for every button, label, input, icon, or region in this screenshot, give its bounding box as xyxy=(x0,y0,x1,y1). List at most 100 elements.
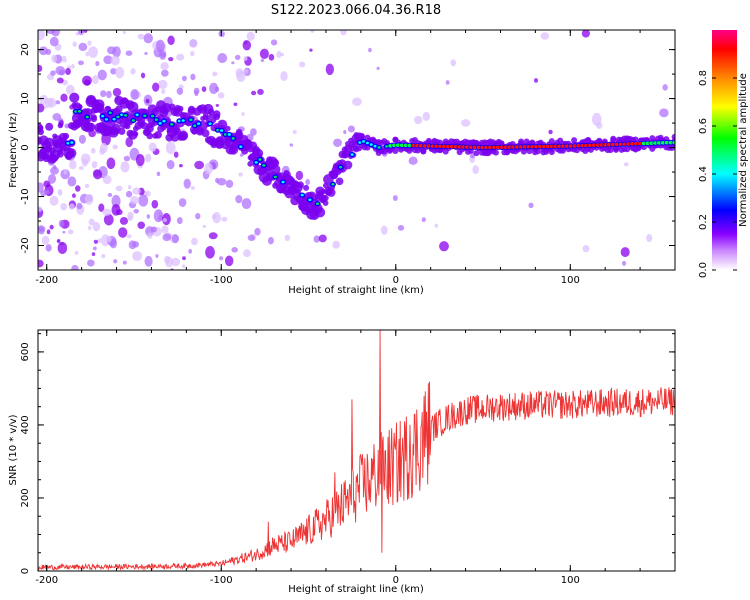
noise-blob xyxy=(251,90,257,96)
noise-blob xyxy=(144,153,152,163)
noise-blob xyxy=(472,165,479,175)
noise-blob xyxy=(161,69,169,77)
noise-blob xyxy=(659,108,669,118)
noise-blob xyxy=(45,48,52,56)
ridge-core-inner xyxy=(672,140,675,145)
noise-blob xyxy=(151,199,159,209)
noise-blob xyxy=(533,78,539,83)
ridge-core-inner xyxy=(108,111,112,115)
noise-blob xyxy=(215,177,220,184)
noise-blob xyxy=(67,229,74,235)
noise-blob xyxy=(87,40,92,46)
noise-blob xyxy=(244,69,249,74)
snr-panel: -200 -100 0 100 0 200 400 600 Height of straigh… xyxy=(8,329,676,595)
noise-blob xyxy=(211,214,217,220)
noise-blob xyxy=(305,178,310,186)
noise-blob xyxy=(148,142,157,152)
noise-blob xyxy=(46,229,51,235)
snr-line xyxy=(38,330,675,571)
noise-blob xyxy=(368,47,372,53)
ridge-halo xyxy=(326,188,336,197)
noise-blob xyxy=(83,79,91,86)
noise-blob xyxy=(93,169,103,180)
noise-blob xyxy=(130,88,139,100)
noise-blob xyxy=(397,224,405,231)
noise-blob xyxy=(548,129,553,135)
noise-blob xyxy=(190,73,196,81)
noise-blob xyxy=(376,66,380,70)
ridge-halo xyxy=(212,110,221,118)
noise-blob xyxy=(176,53,185,61)
noise-blob xyxy=(161,88,166,94)
noise-blob xyxy=(460,119,471,127)
ridge-core-inner xyxy=(100,114,105,118)
noise-blob xyxy=(280,53,285,57)
noise-blob xyxy=(270,39,278,46)
noise-blob xyxy=(299,61,306,68)
ridge-halo xyxy=(86,122,96,132)
ridge-core-inner xyxy=(196,122,201,125)
noise-blob xyxy=(224,255,234,267)
noise-blob xyxy=(68,203,75,210)
noise-blob xyxy=(165,256,174,268)
ridge-halo xyxy=(358,133,365,140)
noise-blob xyxy=(309,48,313,52)
noise-blob xyxy=(106,90,112,99)
noise-blob xyxy=(106,157,116,170)
noise-blob xyxy=(62,55,67,59)
noise-blob xyxy=(48,173,57,184)
noise-blob xyxy=(254,227,261,236)
ridge-halo xyxy=(322,200,329,206)
noise-blob xyxy=(127,184,132,190)
snr-xtick-label: -100 xyxy=(210,575,233,586)
noise-blob xyxy=(61,58,67,63)
noise-blob xyxy=(165,141,176,155)
ridge-halo xyxy=(201,129,210,138)
ridge-core-inner xyxy=(308,198,312,202)
noise-blob xyxy=(144,52,148,55)
ridge-halo xyxy=(270,164,281,175)
noise-blob xyxy=(93,239,99,244)
noise-blob xyxy=(60,203,68,211)
ridge-halo xyxy=(607,147,614,154)
noise-blob xyxy=(231,247,238,253)
noise-blob xyxy=(57,241,68,255)
colorbar-gradient xyxy=(712,30,737,270)
noise-blob xyxy=(168,57,174,62)
ridge-halo xyxy=(57,122,64,129)
ridge-halo xyxy=(295,188,301,194)
noise-blob xyxy=(236,70,246,82)
noise-blob xyxy=(257,88,264,96)
noise-blob xyxy=(178,198,187,207)
noise-blob xyxy=(162,233,172,242)
noise-blob xyxy=(188,248,193,254)
noise-blob xyxy=(90,147,96,154)
noise-blob xyxy=(38,103,45,113)
ridge-core-inner xyxy=(377,146,381,149)
snr-marks xyxy=(38,330,675,571)
noise-blob xyxy=(325,63,334,76)
noise-blob xyxy=(146,214,150,219)
noise-blob xyxy=(528,202,534,209)
ridge-halo xyxy=(146,132,154,140)
noise-blob xyxy=(292,129,297,134)
noise-blob xyxy=(219,256,224,261)
noise-blob xyxy=(259,48,269,59)
ridge-halo xyxy=(86,94,96,105)
noise-blob xyxy=(92,221,101,232)
noise-blob xyxy=(162,218,167,223)
noise-blob xyxy=(107,193,113,197)
noise-blob xyxy=(205,245,215,259)
noise-blob xyxy=(157,79,168,90)
ridge-core-inner xyxy=(315,202,320,205)
noise-blob xyxy=(189,39,198,48)
noise-blob xyxy=(74,185,81,192)
ridge-halo xyxy=(207,108,215,116)
noise-blob xyxy=(179,164,183,168)
noise-blob xyxy=(422,111,431,122)
colorbar-tick-label: 0.4 xyxy=(698,166,709,182)
noise-blob xyxy=(171,234,179,243)
noise-blob xyxy=(71,193,76,198)
noise-blob xyxy=(43,180,51,188)
